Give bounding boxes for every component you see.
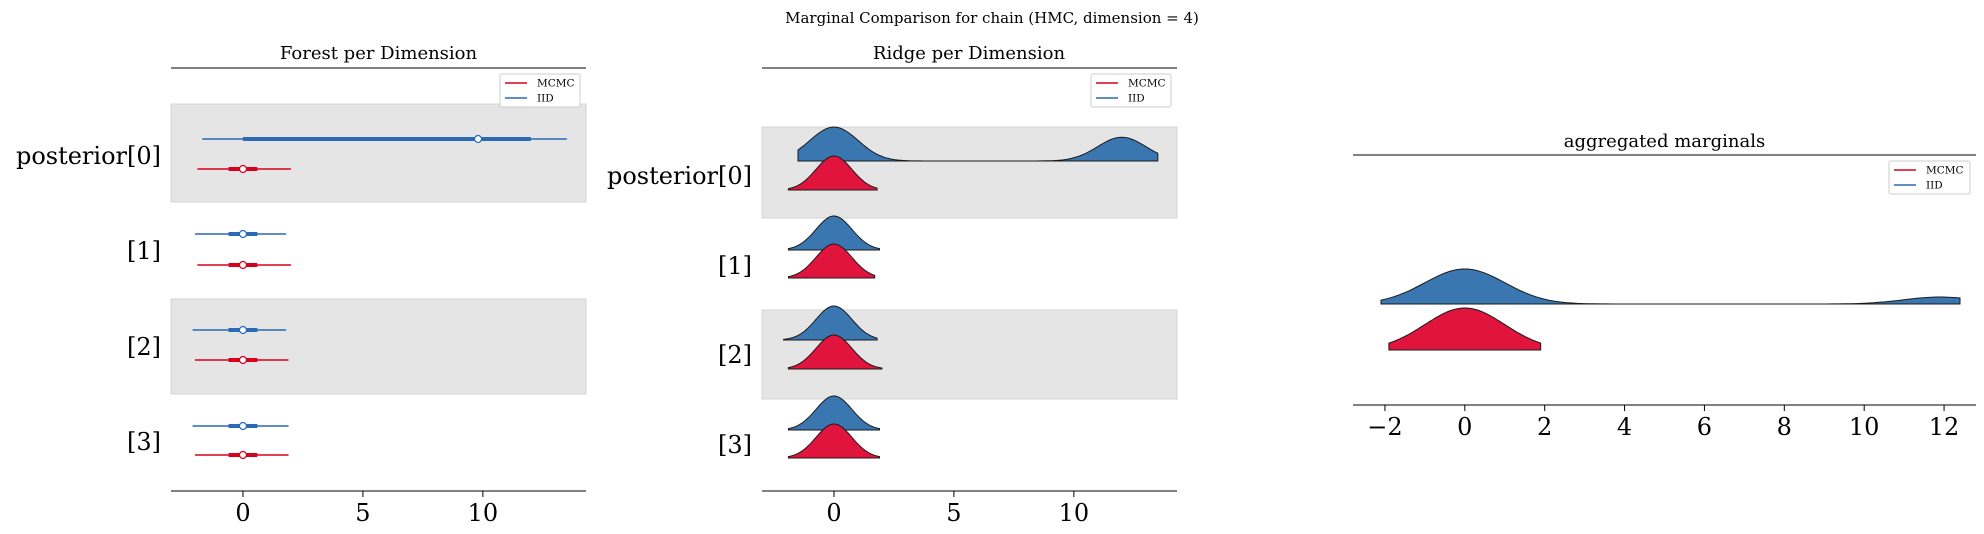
- ridge-mcmc-density: [787, 334, 883, 370]
- row-band: [170, 103, 587, 203]
- legend-iid-label: IID: [1128, 93, 1145, 105]
- forest-median-point: [473, 134, 483, 144]
- forest-panel: Forest per Dimension posterior[0] [1] [2] […: [16, 43, 587, 527]
- ridge-iid-density: [783, 305, 878, 341]
- aggregated-mcmc-density: [1388, 307, 1542, 351]
- x-ticks: 0 5 10: [235, 491, 498, 527]
- ridge-mcmc-density: [787, 423, 880, 459]
- ridge-marks: [783, 126, 1159, 459]
- forest-median-point: [238, 355, 248, 365]
- x-tick-label: 0: [1457, 413, 1472, 441]
- forest-median-point: [238, 229, 248, 239]
- x-tick-label: 10: [1059, 499, 1090, 527]
- y-tick-label: [2]: [127, 333, 161, 361]
- x-tick-label: 10: [468, 499, 499, 527]
- legend-mcmc-label: MCMC: [537, 78, 575, 90]
- forest-median-point: [238, 164, 248, 174]
- legend: MCMC IID: [1888, 160, 1971, 195]
- aggregated-title: aggregated marginals: [1564, 131, 1765, 152]
- y-tick-labels: posterior[0] [1] [2] [3]: [16, 142, 161, 456]
- forest-marks: [192, 134, 567, 460]
- ridge-panel: Ridge per Dimension posterior[0] [1] [2] [3…: [607, 43, 1178, 527]
- x-tick-label: 5: [946, 499, 961, 527]
- ridge-iid-density: [787, 395, 880, 431]
- y-tick-label: [2]: [718, 341, 752, 369]
- y-tick-label: [3]: [127, 428, 161, 456]
- aggregated-marks: [1380, 268, 1961, 351]
- x-tick-label: 0: [826, 499, 841, 527]
- x-ticks: −2 0 2 4 6 8 10 12: [1367, 405, 1959, 441]
- x-tick-label: 4: [1617, 413, 1632, 441]
- y-tick-label: [3]: [718, 431, 752, 459]
- legend-iid-label: IID: [1926, 180, 1943, 192]
- forest-median-point: [238, 450, 248, 460]
- row-band: [170, 298, 587, 395]
- aggregated-iid-density: [1380, 268, 1961, 305]
- y-tick-label: posterior[0]: [607, 162, 752, 190]
- legend-mcmc-label: MCMC: [1926, 165, 1964, 177]
- ridge-iid-density: [787, 215, 880, 251]
- x-tick-label: 6: [1697, 413, 1712, 441]
- suptitle: Marginal Comparison for chain (HMC, dime…: [785, 9, 1199, 27]
- row-bands: [170, 103, 587, 395]
- forest-median-point: [238, 325, 248, 335]
- x-tick-label: 0: [235, 499, 250, 527]
- x-tick-label: 2: [1537, 413, 1552, 441]
- aggregated-panel: aggregated marginals −2 0 2 4 6 8 10 12 MCMC II…: [1353, 131, 1976, 441]
- forest-median-point: [238, 421, 248, 431]
- ridge-mcmc-density: [787, 155, 878, 191]
- y-tick-labels: posterior[0] [1] [2] [3]: [607, 162, 752, 459]
- y-tick-label: posterior[0]: [16, 142, 161, 170]
- x-tick-label: −2: [1367, 413, 1402, 441]
- ridge-title: Ridge per Dimension: [873, 43, 1066, 64]
- ridge-mcmc-density: [787, 243, 876, 279]
- x-tick-label: 12: [1929, 413, 1960, 441]
- forest-title: Forest per Dimension: [280, 43, 478, 64]
- x-tick-label: 10: [1849, 413, 1880, 441]
- y-tick-label: [1]: [127, 237, 161, 265]
- legend-mcmc-label: MCMC: [1128, 78, 1166, 90]
- x-tick-label: 8: [1777, 413, 1792, 441]
- legend: MCMC IID: [499, 73, 581, 108]
- forest-median-point: [238, 260, 248, 270]
- x-ticks: 0 5 10: [826, 491, 1089, 527]
- legend: MCMC IID: [1090, 73, 1172, 108]
- x-tick-label: 5: [355, 499, 370, 527]
- legend-iid-label: IID: [537, 93, 554, 105]
- y-tick-label: [1]: [718, 252, 752, 280]
